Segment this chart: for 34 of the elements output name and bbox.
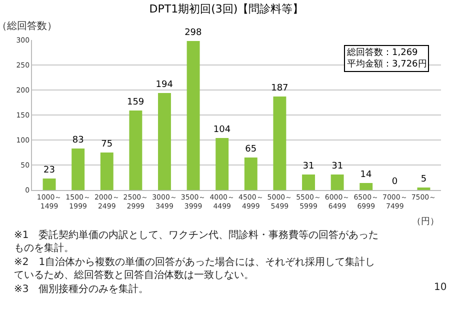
data-label: 194 bbox=[156, 80, 174, 90]
x-axis-title: （円） bbox=[412, 217, 439, 227]
bar bbox=[244, 158, 258, 190]
data-label: 83 bbox=[72, 136, 84, 146]
data-label: 31 bbox=[302, 162, 314, 172]
bar bbox=[72, 148, 85, 190]
bar bbox=[186, 41, 200, 190]
bar bbox=[216, 138, 229, 190]
bar bbox=[302, 174, 315, 190]
bar bbox=[273, 96, 286, 190]
annotation: 総回答数：1,269 平均金額：3,726円 bbox=[346, 47, 427, 70]
text: ※1 委託契約単価の内訳として、ワクチン代、問診料・事務費等の回答があったものを集計。 bbox=[14, 229, 379, 254]
data-label: 65 bbox=[245, 144, 257, 154]
bar bbox=[100, 152, 114, 190]
bar bbox=[129, 110, 142, 190]
data-label: 104 bbox=[213, 125, 231, 135]
data-label: 159 bbox=[126, 98, 144, 108]
text: ※2 1自治体から複数の単価の回答があった場合には、それぞれ採用して集計しているため、総回答数と回答自治体数は一致しない。 bbox=[14, 256, 376, 281]
data-label: 23 bbox=[44, 166, 56, 176]
data-label: 75 bbox=[101, 140, 113, 150]
data-label: 31 bbox=[332, 162, 344, 172]
bar bbox=[158, 93, 171, 190]
data-label: 187 bbox=[271, 84, 288, 94]
data-label: 5 bbox=[420, 174, 427, 184]
bar bbox=[360, 183, 373, 190]
bar bbox=[330, 174, 344, 190]
text: ※3 個別接種分のみを集計。 bbox=[14, 283, 149, 295]
data-label: 298 bbox=[184, 28, 202, 38]
data-label: 0 bbox=[392, 177, 398, 187]
chart-title: DPT1期初回(3回)【問診料等】 bbox=[149, 2, 304, 16]
y-axis-title: （総回答数） bbox=[0, 20, 57, 32]
data-label: 14 bbox=[360, 170, 372, 180]
bar bbox=[42, 178, 56, 190]
text: 10 bbox=[434, 282, 447, 293]
